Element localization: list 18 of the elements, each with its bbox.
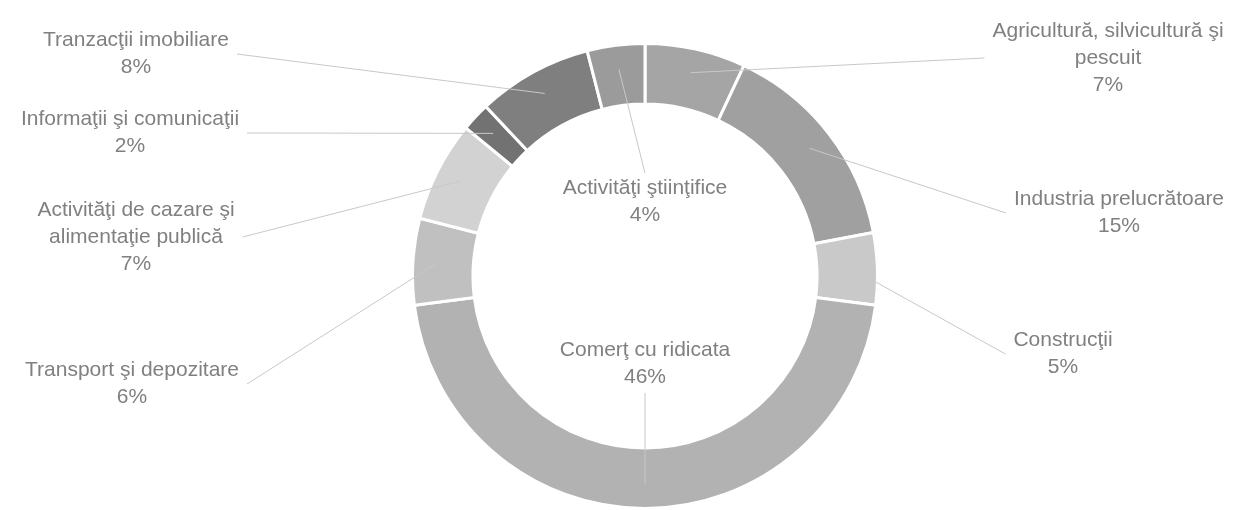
slice-label: Comerţ cu ridicata [559, 337, 731, 361]
data-label: 7% [1092, 71, 1124, 95]
data-label: 5% [1047, 354, 1079, 378]
data-label: 2% [114, 133, 146, 157]
slice-label: Tranzacţii imobiliare [43, 27, 229, 51]
slice-label: Activităţi ştiinţifice [562, 175, 728, 199]
data-label: 7% [120, 250, 152, 274]
slice-label: Transport şi depozitare [25, 357, 239, 381]
data-label: 8% [120, 54, 152, 78]
data-label: 15% [1097, 213, 1141, 237]
slice-label: Informaţii şi comunicaţii [20, 106, 240, 130]
slice-label: Activităţi de cazare şi alimentaţie publică [37, 196, 235, 247]
data-label: 46% [623, 364, 667, 388]
slice-label: Industria prelucrătoare [1013, 186, 1225, 210]
data-label: 4% [629, 202, 661, 226]
slice-label: Agricultură, silvicultură şi pescuit [992, 17, 1224, 68]
data-label: 6% [116, 384, 148, 408]
slice-label: Construcţii [1013, 327, 1113, 351]
